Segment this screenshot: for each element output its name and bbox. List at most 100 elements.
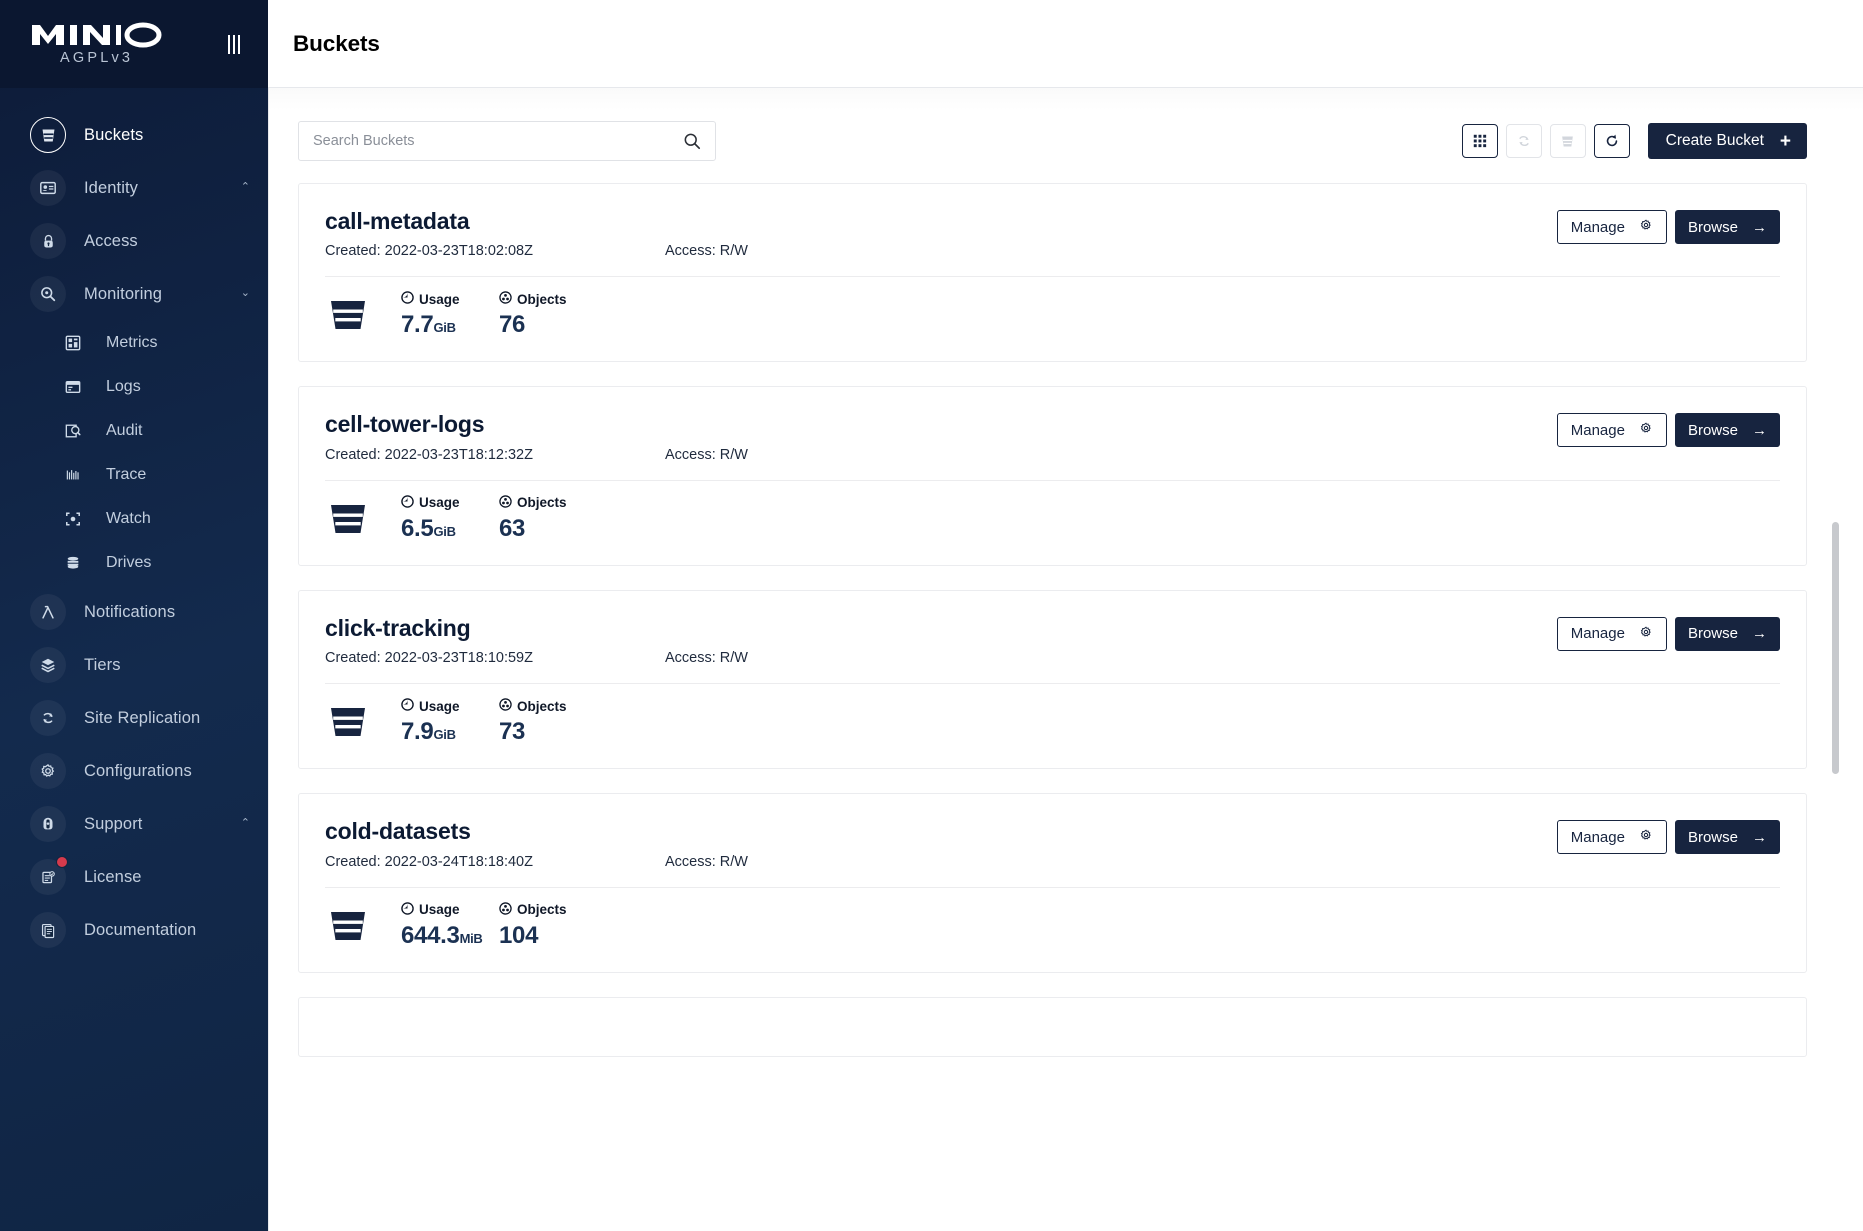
objects-icon xyxy=(499,698,512,714)
bucket-icon xyxy=(325,904,371,948)
card-divider xyxy=(325,886,1780,888)
usage-value: 6.5 xyxy=(401,514,434,542)
usage-label: Usage xyxy=(419,902,460,918)
arrow-right-icon: → xyxy=(1752,828,1767,846)
browse-button[interactable]: Browse → xyxy=(1674,210,1780,244)
bucket-list-scrollbar[interactable] xyxy=(1832,286,1839,1231)
bucket-name: call-metadata xyxy=(325,208,470,234)
sidebar-item-metrics[interactable]: Metrics xyxy=(0,326,268,360)
bucket-icon xyxy=(325,497,371,541)
bucket-created: Created: 2022-03-23T18:10:59Z xyxy=(325,650,533,667)
support-icon xyxy=(30,806,66,842)
minio-logo-icon xyxy=(30,22,170,48)
manage-button[interactable]: Manage xyxy=(1556,413,1667,448)
identity-icon xyxy=(30,170,66,206)
bucket-list[interactable]: call-metadata Created: 2022-03-23T18:02:… xyxy=(268,183,1863,1227)
sidebar-item-label: Drives xyxy=(106,554,152,571)
bucket-name: cold-datasets xyxy=(325,818,471,845)
replication-icon xyxy=(30,700,66,736)
search-icon[interactable] xyxy=(683,132,701,150)
monitoring-icon xyxy=(30,276,66,312)
license-notification-dot xyxy=(56,856,68,868)
grid-view-button[interactable] xyxy=(1461,124,1498,158)
bucket-card[interactable]: cell-tower-logs Created: 2022-03-23T18:1… xyxy=(298,386,1807,566)
lambda-icon xyxy=(30,594,66,630)
browse-button[interactable]: Browse → xyxy=(1674,616,1780,651)
sidebar-item-audit[interactable]: Audit xyxy=(0,414,268,448)
browse-button[interactable]: Browse → xyxy=(1674,820,1780,855)
gear-icon xyxy=(30,753,66,789)
arrow-right-icon: → xyxy=(1752,625,1767,643)
objects-stat: Objects 76 xyxy=(499,291,569,339)
delete-bucket-button xyxy=(1549,124,1586,158)
plus-icon: + xyxy=(1779,130,1791,152)
search-input[interactable] xyxy=(313,122,683,160)
list-toolbar: Create Bucket + xyxy=(268,88,1863,161)
sidebar-item-access[interactable]: Access xyxy=(0,219,268,263)
sidebar-item-drives[interactable]: Drives xyxy=(0,546,268,580)
sidebar-item-configurations[interactable]: Configurations xyxy=(0,749,268,793)
manage-button[interactable]: Manage xyxy=(1556,820,1667,855)
sidebar-item-label: Notifications xyxy=(84,602,176,621)
sidebar-item-label: Watch xyxy=(106,510,151,527)
gear-icon xyxy=(1639,421,1653,439)
gear-icon xyxy=(1639,828,1653,846)
sidebar-item-trace[interactable]: Trace xyxy=(0,458,268,492)
usage-unit: MiB xyxy=(459,930,483,946)
sidebar-item-label: Site Replication xyxy=(84,708,201,727)
bucket-card[interactable]: cold-datasets Created: 2022-03-24T18:18:… xyxy=(298,793,1807,973)
sidebar-item-label: Access xyxy=(84,231,138,250)
card-divider xyxy=(325,683,1780,685)
bucket-card[interactable] xyxy=(298,996,1807,1057)
sidebar: AGPLv3 Buckets Identity ⌃ xyxy=(0,0,268,1231)
sidebar-item-watch[interactable]: Watch xyxy=(0,502,268,536)
page-title: Buckets xyxy=(293,30,380,56)
sidebar-item-tiers[interactable]: Tiers xyxy=(0,643,268,687)
bucket-card[interactable]: click-tracking Created: 2022-03-23T18:10… xyxy=(298,589,1807,770)
drives-icon xyxy=(62,552,84,574)
sidebar-item-label: Support xyxy=(84,814,143,833)
sidebar-item-notifications[interactable]: Notifications xyxy=(0,590,268,634)
gear-icon xyxy=(1639,625,1653,643)
bucket-name: click-tracking xyxy=(325,614,471,641)
browse-button[interactable]: Browse → xyxy=(1674,413,1780,448)
hamburger-icon[interactable] xyxy=(222,29,247,60)
reload-button[interactable] xyxy=(1593,124,1630,158)
license-label: AGPLv3 xyxy=(60,50,134,66)
sidebar-item-label: Documentation xyxy=(84,920,197,939)
sync-icon-button xyxy=(1505,124,1542,158)
sidebar-item-monitoring[interactable]: Monitoring ⌄ xyxy=(0,272,268,316)
sidebar-item-label: License xyxy=(84,867,142,886)
bucket-card[interactable]: call-metadata Created: 2022-03-23T18:02:… xyxy=(298,183,1807,363)
manage-label: Manage xyxy=(1570,218,1625,236)
sidebar-item-identity[interactable]: Identity ⌃ xyxy=(0,166,268,210)
sidebar-item-buckets[interactable]: Buckets xyxy=(0,113,268,157)
objects-icon xyxy=(499,495,512,511)
sidebar-item-support[interactable]: Support ⌃ xyxy=(0,802,268,846)
manage-label: Manage xyxy=(1570,421,1625,439)
manage-button[interactable]: Manage xyxy=(1556,210,1667,244)
sidebar-item-label: Metrics xyxy=(106,334,158,351)
usage-label: Usage xyxy=(419,698,460,714)
chevron-up-icon[interactable]: ⌃ xyxy=(240,816,250,829)
sidebar-item-logs[interactable]: Logs xyxy=(0,370,268,404)
documentation-icon xyxy=(30,912,66,948)
sidebar-item-license[interactable]: License xyxy=(0,855,268,899)
create-bucket-button[interactable]: Create Bucket + xyxy=(1647,123,1807,159)
chevron-down-icon[interactable]: ⌄ xyxy=(240,286,250,299)
manage-button[interactable]: Manage xyxy=(1556,616,1667,651)
sidebar-item-label: Configurations xyxy=(84,761,192,780)
scrollbar-thumb[interactable] xyxy=(1832,522,1839,774)
chevron-up-icon[interactable]: ⌃ xyxy=(240,180,250,193)
trace-icon xyxy=(62,464,84,486)
sidebar-item-site-replication[interactable]: Site Replication xyxy=(0,696,268,740)
search-buckets-box[interactable] xyxy=(298,121,716,161)
page-header: Buckets xyxy=(268,0,1863,88)
objects-value: 73 xyxy=(499,718,526,746)
usage-value: 644.3 xyxy=(401,921,460,949)
sidebar-item-documentation[interactable]: Documentation xyxy=(0,908,268,952)
usage-label: Usage xyxy=(419,495,460,511)
arrow-right-icon: → xyxy=(1752,218,1767,236)
usage-stat: Usage 7.7GiB xyxy=(401,291,485,339)
sidebar-item-label: Identity xyxy=(84,178,138,197)
